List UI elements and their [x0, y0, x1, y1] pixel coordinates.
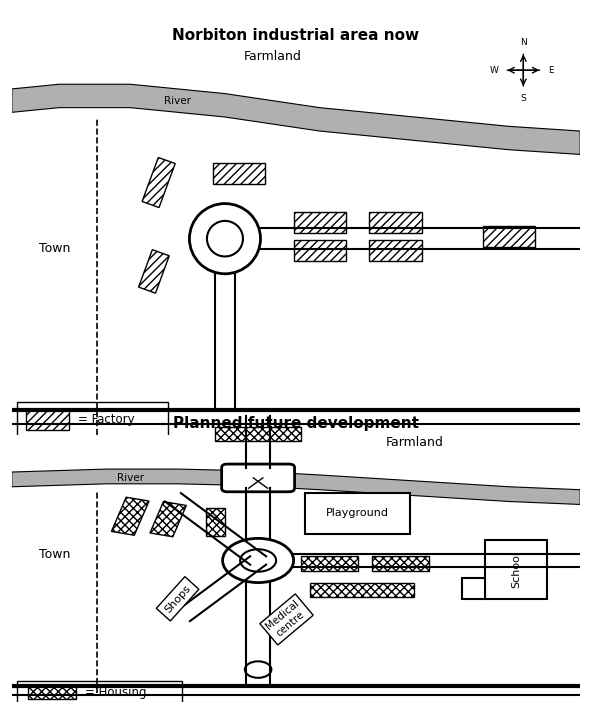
- Bar: [301, 556, 358, 571]
- Text: W: W: [490, 66, 498, 74]
- Circle shape: [240, 549, 276, 571]
- Text: River: River: [164, 95, 191, 105]
- Text: = Housing: = Housing: [85, 686, 147, 698]
- Bar: [294, 212, 346, 233]
- Bar: [305, 493, 410, 534]
- Polygon shape: [139, 250, 169, 293]
- Polygon shape: [142, 157, 175, 208]
- Text: E: E: [548, 66, 554, 74]
- Circle shape: [207, 221, 243, 256]
- Text: Farmland: Farmland: [385, 436, 443, 449]
- Circle shape: [245, 661, 271, 678]
- Text: Town: Town: [39, 241, 70, 255]
- Text: Planned future development: Planned future development: [173, 416, 419, 431]
- Text: Playground: Playground: [326, 508, 389, 518]
- Bar: [215, 427, 301, 441]
- Bar: [213, 163, 265, 184]
- Bar: [483, 226, 535, 247]
- Text: N: N: [520, 38, 527, 47]
- Polygon shape: [205, 508, 226, 536]
- Bar: [369, 240, 422, 261]
- Text: Shops: Shops: [163, 583, 192, 615]
- Bar: [372, 556, 429, 571]
- Text: River: River: [117, 473, 144, 483]
- Polygon shape: [12, 469, 580, 505]
- Text: Norbiton industrial area now: Norbiton industrial area now: [172, 28, 420, 43]
- Text: Medical
centre: Medical centre: [264, 598, 309, 640]
- FancyBboxPatch shape: [221, 464, 295, 492]
- Bar: [485, 540, 547, 599]
- Text: = Factory: = Factory: [78, 413, 135, 426]
- Text: School: School: [511, 551, 521, 588]
- Bar: [462, 578, 485, 599]
- FancyBboxPatch shape: [17, 402, 168, 437]
- Text: S: S: [520, 93, 526, 102]
- Text: Farmland: Farmland: [243, 50, 301, 62]
- Bar: [310, 583, 414, 597]
- Bar: [294, 240, 346, 261]
- Bar: [28, 686, 76, 699]
- Polygon shape: [150, 502, 186, 537]
- Text: Town: Town: [39, 548, 70, 561]
- FancyBboxPatch shape: [17, 682, 182, 702]
- Bar: [26, 410, 69, 430]
- Polygon shape: [111, 497, 149, 535]
- Polygon shape: [12, 84, 580, 154]
- Bar: [369, 212, 422, 233]
